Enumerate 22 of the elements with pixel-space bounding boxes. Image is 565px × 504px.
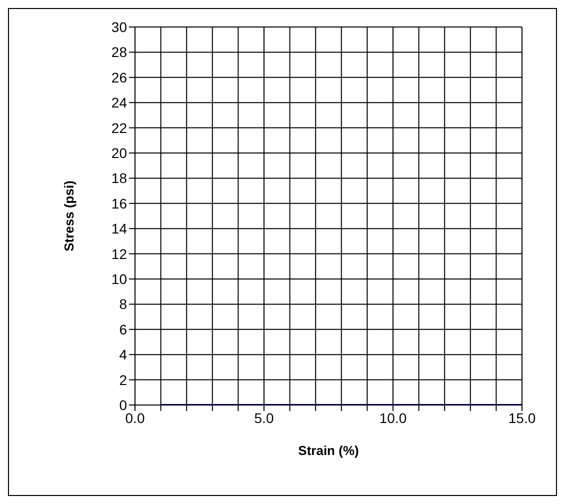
y-tick-label: 0 xyxy=(119,396,128,413)
x-tick-label: 10.0 xyxy=(379,410,407,426)
y-tick-label: 20 xyxy=(111,144,128,161)
x-tick-label: 15.0 xyxy=(508,410,536,426)
y-axis-title: Stress (psi) xyxy=(62,180,77,252)
y-tick-label: 16 xyxy=(111,195,128,212)
y-tick-label: 10 xyxy=(111,270,128,287)
x-tick-label: 0.0 xyxy=(125,410,145,426)
y-tick-label: 24 xyxy=(111,94,128,111)
y-tick-label: 30 xyxy=(111,18,128,35)
y-tick-label: 28 xyxy=(111,44,128,60)
y-tick-label: 18 xyxy=(111,170,128,186)
y-tick-label: 2 xyxy=(119,372,128,388)
y-tick-label: 14 xyxy=(111,220,128,237)
x-tick-label: 5.0 xyxy=(254,410,274,426)
y-tick-label: 26 xyxy=(111,69,128,86)
y-tick-label: 12 xyxy=(111,246,128,262)
y-tick-label: 4 xyxy=(119,346,128,363)
y-tick-label: 6 xyxy=(119,321,128,338)
y-tick-label: 8 xyxy=(119,296,128,312)
y-tick-label: 22 xyxy=(111,120,128,136)
x-axis-title: Strain (%) xyxy=(298,443,359,458)
